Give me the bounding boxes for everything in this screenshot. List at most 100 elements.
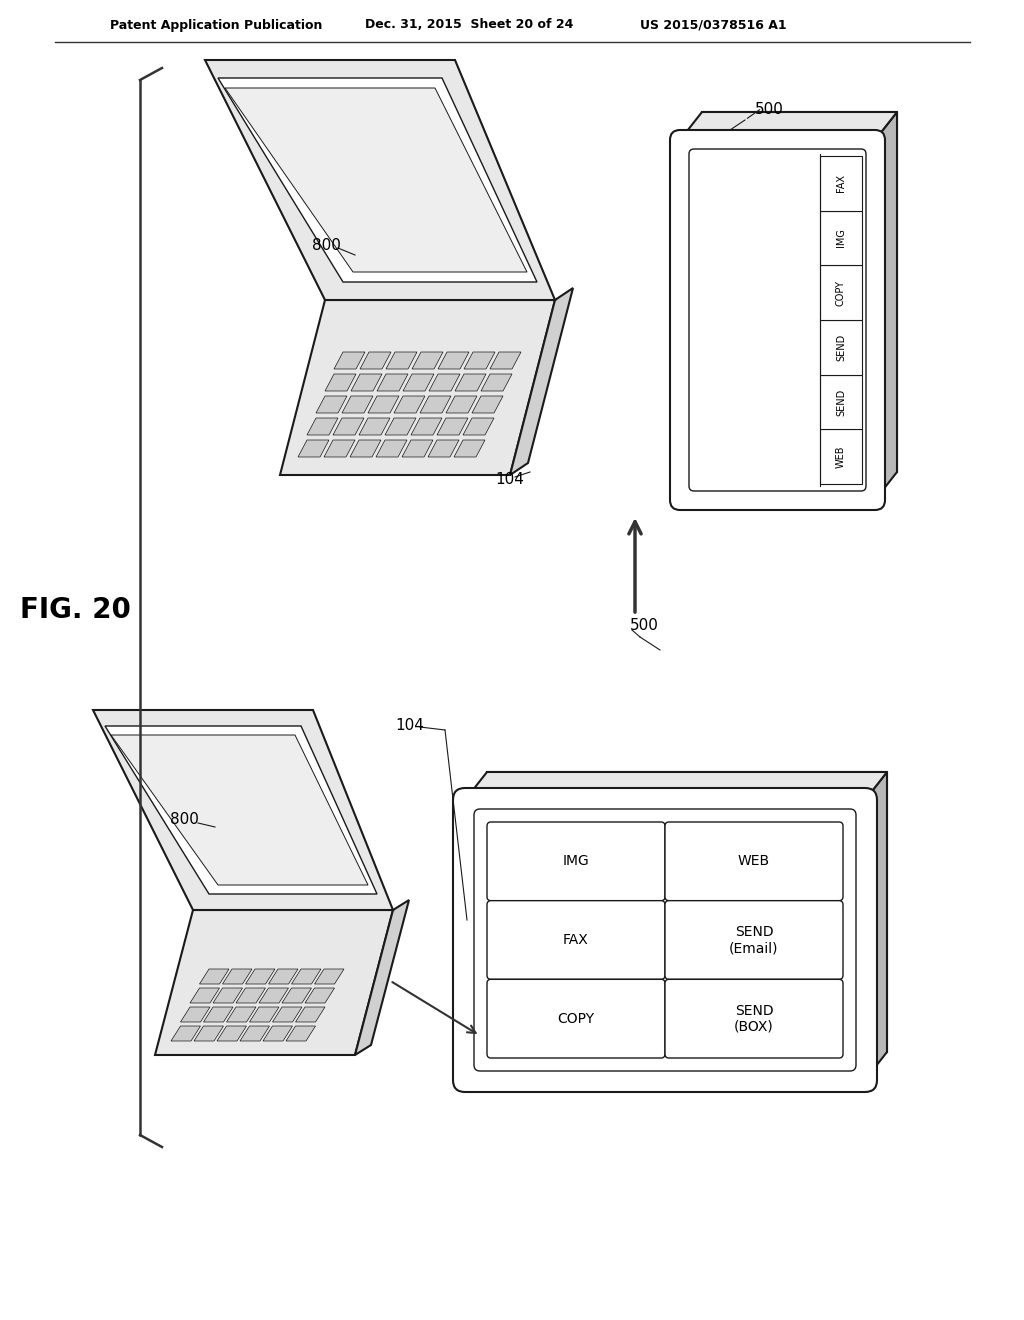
Polygon shape bbox=[292, 969, 321, 983]
Polygon shape bbox=[454, 440, 485, 457]
Polygon shape bbox=[376, 440, 407, 457]
Polygon shape bbox=[296, 1007, 325, 1022]
Polygon shape bbox=[386, 352, 417, 370]
Text: 800: 800 bbox=[312, 238, 341, 252]
Polygon shape bbox=[307, 418, 338, 436]
Polygon shape bbox=[263, 1026, 293, 1041]
Text: 104: 104 bbox=[495, 473, 524, 487]
Text: IMG: IMG bbox=[562, 854, 590, 869]
Polygon shape bbox=[355, 900, 409, 1055]
Polygon shape bbox=[111, 735, 368, 884]
FancyBboxPatch shape bbox=[487, 900, 665, 979]
Polygon shape bbox=[218, 78, 537, 282]
Text: COPY: COPY bbox=[557, 1011, 595, 1026]
Text: US 2015/0378516 A1: US 2015/0378516 A1 bbox=[640, 18, 786, 32]
Polygon shape bbox=[377, 374, 408, 391]
Polygon shape bbox=[429, 374, 460, 391]
Polygon shape bbox=[225, 88, 527, 272]
Polygon shape bbox=[280, 300, 555, 475]
Polygon shape bbox=[282, 987, 311, 1003]
FancyBboxPatch shape bbox=[670, 129, 885, 510]
Polygon shape bbox=[428, 440, 459, 457]
Polygon shape bbox=[394, 396, 425, 413]
FancyBboxPatch shape bbox=[487, 979, 665, 1059]
Polygon shape bbox=[204, 1007, 233, 1022]
Polygon shape bbox=[246, 969, 275, 983]
Polygon shape bbox=[226, 1007, 256, 1022]
Polygon shape bbox=[105, 726, 377, 894]
Text: SEND: SEND bbox=[836, 334, 846, 360]
Polygon shape bbox=[412, 352, 443, 370]
Text: Patent Application Publication: Patent Application Publication bbox=[110, 18, 323, 32]
Polygon shape bbox=[702, 112, 897, 473]
Polygon shape bbox=[820, 211, 862, 265]
Polygon shape bbox=[250, 1007, 279, 1022]
Polygon shape bbox=[463, 418, 494, 436]
FancyBboxPatch shape bbox=[665, 900, 843, 979]
Polygon shape bbox=[298, 440, 329, 457]
Polygon shape bbox=[171, 1026, 201, 1041]
Polygon shape bbox=[402, 440, 433, 457]
Polygon shape bbox=[180, 1007, 210, 1022]
Polygon shape bbox=[334, 352, 365, 370]
Polygon shape bbox=[820, 265, 862, 319]
Polygon shape bbox=[240, 1026, 269, 1041]
Polygon shape bbox=[155, 909, 393, 1055]
Polygon shape bbox=[268, 969, 298, 983]
Polygon shape bbox=[93, 710, 393, 909]
Text: COPY: COPY bbox=[836, 280, 846, 306]
Polygon shape bbox=[236, 987, 265, 1003]
Polygon shape bbox=[217, 1026, 247, 1041]
Text: FAX: FAX bbox=[563, 933, 589, 946]
Polygon shape bbox=[403, 374, 434, 391]
Polygon shape bbox=[200, 969, 229, 983]
Polygon shape bbox=[342, 396, 373, 413]
Polygon shape bbox=[359, 418, 390, 436]
FancyBboxPatch shape bbox=[453, 788, 877, 1092]
Polygon shape bbox=[368, 396, 399, 413]
Polygon shape bbox=[465, 772, 887, 800]
Polygon shape bbox=[325, 374, 356, 391]
Text: WEB: WEB bbox=[738, 854, 770, 869]
Polygon shape bbox=[316, 396, 347, 413]
Polygon shape bbox=[314, 969, 344, 983]
Text: FIG. 20: FIG. 20 bbox=[19, 597, 130, 624]
Polygon shape bbox=[438, 352, 469, 370]
FancyBboxPatch shape bbox=[474, 809, 856, 1071]
Text: IMG: IMG bbox=[836, 228, 846, 247]
Polygon shape bbox=[420, 396, 451, 413]
Polygon shape bbox=[481, 374, 512, 391]
Polygon shape bbox=[360, 352, 391, 370]
Text: 500: 500 bbox=[630, 618, 658, 632]
Polygon shape bbox=[510, 288, 573, 475]
Polygon shape bbox=[324, 440, 355, 457]
Polygon shape bbox=[490, 352, 521, 370]
Polygon shape bbox=[194, 1026, 223, 1041]
Polygon shape bbox=[259, 987, 289, 1003]
Polygon shape bbox=[446, 396, 477, 413]
Polygon shape bbox=[455, 374, 486, 391]
Text: Dec. 31, 2015  Sheet 20 of 24: Dec. 31, 2015 Sheet 20 of 24 bbox=[365, 18, 573, 32]
Polygon shape bbox=[820, 319, 862, 375]
Polygon shape bbox=[333, 418, 364, 436]
Polygon shape bbox=[350, 440, 381, 457]
Polygon shape bbox=[487, 772, 887, 1052]
Polygon shape bbox=[437, 418, 468, 436]
Polygon shape bbox=[213, 987, 243, 1003]
Polygon shape bbox=[305, 987, 335, 1003]
Polygon shape bbox=[865, 772, 887, 1080]
Text: WEB: WEB bbox=[836, 445, 846, 467]
FancyBboxPatch shape bbox=[689, 149, 866, 491]
Polygon shape bbox=[464, 352, 495, 370]
Polygon shape bbox=[820, 429, 862, 484]
Polygon shape bbox=[286, 1026, 315, 1041]
Polygon shape bbox=[874, 112, 897, 500]
Polygon shape bbox=[411, 418, 442, 436]
Polygon shape bbox=[272, 1007, 302, 1022]
Text: SEND
(Email): SEND (Email) bbox=[729, 925, 778, 956]
Text: 800: 800 bbox=[170, 813, 199, 828]
Polygon shape bbox=[680, 112, 897, 140]
Polygon shape bbox=[190, 987, 219, 1003]
FancyBboxPatch shape bbox=[665, 979, 843, 1059]
Text: 500: 500 bbox=[755, 103, 784, 117]
